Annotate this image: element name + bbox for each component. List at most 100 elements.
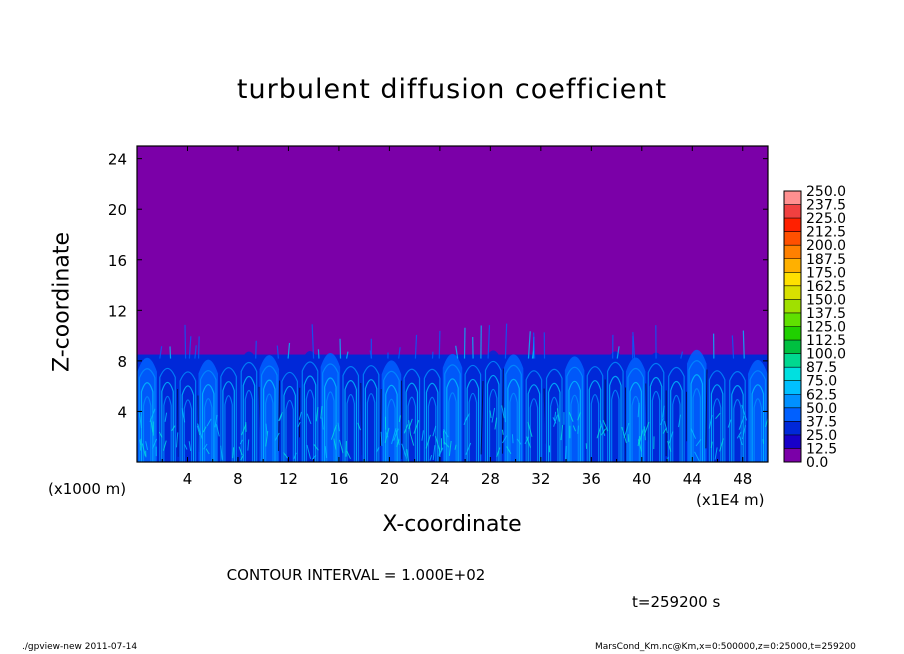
surface-streak: [741, 404, 748, 421]
surface-streak: [600, 428, 606, 436]
plume-contour: [220, 367, 237, 462]
colorbar-swatch: [784, 231, 801, 246]
surface-streak: [152, 438, 158, 449]
footer-left-text: ./gpview-new 2011-07-14: [22, 642, 138, 652]
surface-streak: [149, 408, 156, 423]
x-tick-label: 20: [380, 470, 399, 488]
surface-streak: [727, 419, 732, 428]
surface-streak: [391, 428, 397, 445]
wisp: [159, 346, 163, 359]
plume-contour: [283, 385, 296, 462]
surface-streak: [432, 445, 436, 460]
wisp: [455, 345, 459, 359]
y-tick-label: 24: [108, 151, 127, 169]
colorbar-label: 0.0: [806, 455, 828, 471]
x-tick-label: 28: [481, 470, 500, 488]
plume-contour: [731, 385, 744, 462]
y-tick-label: 12: [108, 302, 127, 320]
colorbar-swatch: [784, 204, 801, 219]
surface-streak: [695, 438, 702, 447]
plume: [300, 350, 320, 462]
plume-contour: [588, 380, 602, 462]
wisp: [169, 346, 172, 359]
surface-streak: [501, 405, 505, 419]
surface-streak: [205, 448, 210, 455]
surface-streak: [220, 445, 223, 460]
plume-contour: [733, 399, 742, 462]
plume-contour: [140, 382, 154, 462]
plume-contour: [224, 395, 233, 462]
surface-streak: [715, 412, 721, 419]
plume-contour: [346, 394, 355, 462]
plume: [402, 358, 422, 462]
surface-streak: [710, 441, 713, 448]
plume-contour: [505, 364, 522, 462]
surface-streak: [306, 413, 312, 425]
y-tick-label: 4: [117, 403, 127, 421]
plume: [605, 351, 626, 462]
surface-streak: [489, 410, 492, 419]
x-tick-label: 8: [233, 470, 243, 488]
surface-streak: [443, 428, 449, 438]
plume: [707, 359, 727, 462]
plume-contour: [260, 365, 278, 462]
surface-streak: [421, 430, 424, 441]
surface-streak: [621, 426, 627, 444]
colorbar-label: 137.5: [806, 306, 846, 322]
surface-streak: [145, 441, 149, 450]
surface-streak: [714, 447, 718, 460]
plume-contour: [385, 384, 398, 462]
surface-streak: [320, 406, 323, 419]
plume-contour: [161, 381, 174, 462]
surface-streak: [188, 441, 192, 452]
colorbar-swatch: [784, 299, 801, 313]
plume-contour: [627, 367, 645, 462]
x-axis-ticks: 4 8 12 16 20 24 28 32 36 40 44 48: [161, 146, 752, 488]
plume-contour: [199, 370, 217, 462]
surface-streak: [162, 440, 167, 451]
plume-contour: [468, 392, 478, 462]
surface-streak: [339, 439, 344, 454]
plume-contour: [179, 371, 197, 462]
colorbar-swatch: [784, 218, 801, 232]
surface-streak: [465, 413, 470, 421]
plume: [503, 354, 524, 462]
colorbar-label: 12.5: [806, 441, 837, 457]
surface-streak: [279, 412, 283, 421]
plume: [340, 355, 361, 462]
plume: [686, 349, 707, 462]
colorbar-label: 62.5: [806, 387, 837, 403]
wisp: [287, 342, 291, 359]
surface-streak: [413, 420, 420, 434]
surface-streak: [247, 439, 250, 451]
plume-contour: [545, 368, 563, 462]
footer-right-text: MarsCond_Km.nc@Km,x=0:500000,z=0:25000,t…: [595, 642, 856, 652]
colorbar-swatch: [784, 245, 801, 259]
plume: [361, 354, 381, 462]
y-tick-label: 8: [117, 353, 127, 371]
surface-streak: [337, 422, 340, 432]
colorbar-swatch: [784, 285, 801, 300]
wisp: [414, 334, 418, 359]
plume-contour: [507, 378, 520, 462]
surface-streak: [385, 431, 389, 438]
plume-contour: [529, 398, 539, 462]
colorbar-swatch: [784, 312, 801, 327]
surface-streak: [553, 414, 558, 427]
surface-streak: [694, 451, 700, 462]
surface-streak: [139, 439, 142, 446]
surface-streak: [306, 444, 312, 460]
plume: [259, 355, 280, 462]
colorbar-swatch: [784, 407, 801, 422]
surface-streak: [504, 407, 506, 423]
plume: [218, 356, 239, 462]
wisp: [345, 351, 349, 359]
colorbar-label: 37.5: [806, 414, 837, 430]
plume-contour: [570, 394, 579, 462]
plume-contour: [712, 398, 722, 462]
wisp: [632, 332, 636, 359]
colorbar-label: 200.0: [806, 238, 846, 254]
plume-contour: [486, 374, 500, 462]
plume-contour: [509, 392, 518, 462]
plume-contour: [651, 390, 661, 462]
